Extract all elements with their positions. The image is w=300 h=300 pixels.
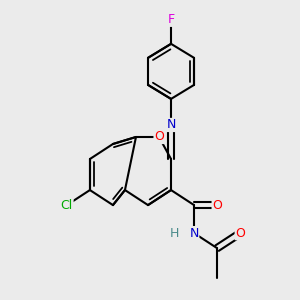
Text: N: N xyxy=(166,118,176,131)
Text: N: N xyxy=(189,226,199,240)
Text: F: F xyxy=(167,13,175,26)
Text: Cl: Cl xyxy=(61,199,73,212)
Text: O: O xyxy=(212,199,222,212)
Text: O: O xyxy=(154,130,164,143)
Text: O: O xyxy=(235,226,245,240)
Text: H: H xyxy=(169,226,179,240)
